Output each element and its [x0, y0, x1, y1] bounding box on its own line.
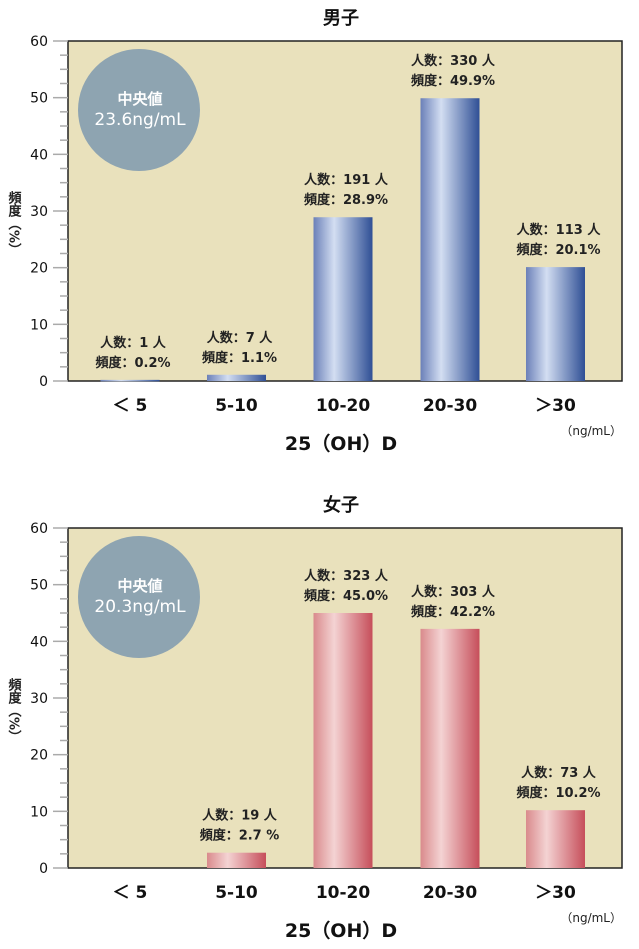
chart-2: 女子 0 10 20 30 40 50 60 頻度（%） 中央値 20.3ng/mL ＜ 5 人数：19… — [6, 494, 623, 942]
x-axis-title: 25（OH）D — [285, 919, 397, 942]
y-tick-label: 40 — [30, 147, 48, 163]
y-tick-label: 30 — [30, 691, 48, 707]
data-label-frequency: 頻度：2.7 % — [200, 828, 280, 844]
x-axis-unit: （ng/mL） — [560, 911, 622, 925]
median-value: 23.6ng/mL — [94, 110, 186, 130]
y-tick-label: 30 — [30, 204, 48, 220]
x-tick-label: ＜ 5 — [113, 883, 148, 903]
data-label-count: 人数：303 人 — [411, 584, 496, 600]
y-axis-label: 頻度（%） — [6, 190, 23, 256]
data-label-count: 人数：191 人 — [304, 172, 389, 188]
y-tick-label: 0 — [39, 374, 48, 390]
data-label-count: 人数：19 人 — [202, 808, 278, 824]
y-tick-label: 20 — [30, 261, 48, 277]
chart-title: 女子 — [323, 494, 359, 516]
y-tick-label: 60 — [30, 34, 48, 50]
bar-5 — [526, 810, 585, 868]
bar-3 — [313, 217, 373, 381]
median-label: 中央値 — [117, 90, 162, 108]
data-label-frequency: 頻度：28.9% — [304, 192, 388, 208]
x-axis-title: 25（OH）D — [285, 432, 397, 455]
y-tick-label: 10 — [30, 804, 48, 820]
data-label-frequency: 頻度：1.1% — [202, 350, 277, 366]
bar-5 — [526, 267, 585, 381]
data-label-frequency: 頻度：20.1% — [516, 242, 600, 258]
data-label-frequency: 頻度：42.2% — [411, 604, 495, 620]
x-tick-label: ＜ 5 — [113, 396, 148, 416]
y-tick-label: 50 — [30, 578, 48, 594]
data-label-count: 人数：330 人 — [411, 53, 496, 69]
bar-4 — [420, 98, 480, 381]
x-tick-label: 20-30 — [423, 883, 478, 903]
data-label-count: 人数：7 人 — [207, 330, 274, 346]
y-tick-label: 60 — [30, 521, 48, 537]
median-value: 20.3ng/mL — [94, 597, 186, 617]
median-circle — [78, 536, 200, 658]
bar-2 — [207, 374, 266, 381]
x-tick-label: ＞30 — [535, 883, 576, 903]
x-axis-unit: （ng/mL） — [560, 424, 622, 438]
bar-2 — [207, 852, 266, 868]
data-label-frequency: 頻度：10.2% — [516, 785, 600, 801]
median-circle — [78, 49, 200, 171]
data-label-count: 人数：1 人 — [100, 335, 167, 351]
x-tick-label: 10-20 — [316, 883, 371, 903]
x-tick-label: ＞30 — [535, 396, 576, 416]
median-label: 中央値 — [117, 577, 162, 595]
data-label-count: 人数：73 人 — [521, 765, 597, 781]
y-tick-label: 0 — [39, 861, 48, 877]
x-tick-label: 10-20 — [316, 396, 371, 416]
y-tick-label: 20 — [30, 748, 48, 764]
bar-3 — [313, 613, 373, 868]
bar-4 — [420, 628, 480, 868]
x-tick-label: 5-10 — [215, 396, 258, 416]
bar-1 — [100, 379, 160, 382]
y-tick-label: 50 — [30, 91, 48, 107]
data-label-count: 人数：113 人 — [517, 222, 602, 238]
data-label-count: 人数：323 人 — [304, 568, 389, 584]
y-axis-label: 頻度（%） — [6, 677, 23, 743]
data-label-frequency: 頻度：0.2% — [95, 355, 170, 371]
data-label-frequency: 頻度：45.0% — [304, 588, 388, 604]
data-label-frequency: 頻度：49.9% — [411, 73, 495, 89]
x-tick-label: 5-10 — [215, 883, 258, 903]
y-tick-label: 10 — [30, 317, 48, 333]
chart-title: 男子 — [323, 8, 359, 29]
y-tick-label: 40 — [30, 634, 48, 650]
x-tick-label: 20-30 — [423, 396, 478, 416]
